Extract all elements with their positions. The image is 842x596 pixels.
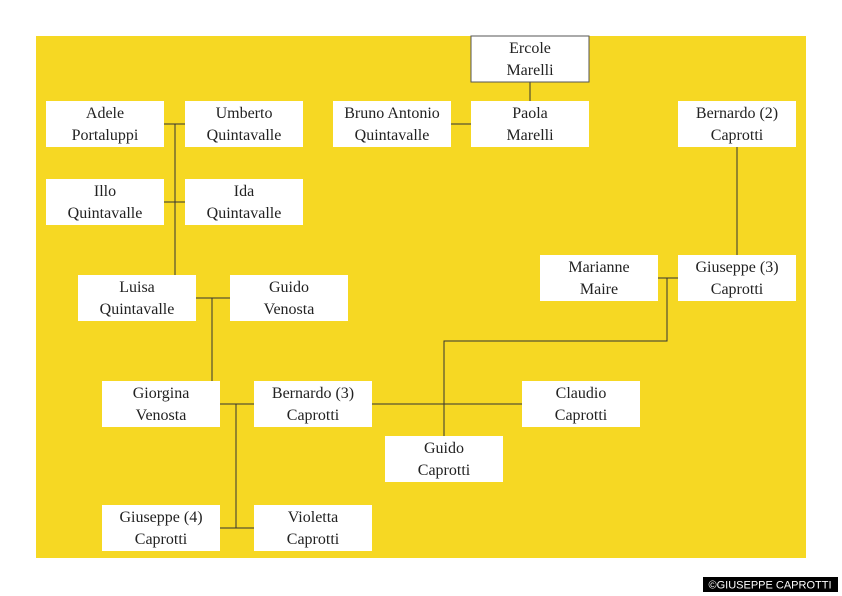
node-box (333, 101, 451, 147)
node-label: Bernardo (3) (272, 385, 354, 402)
node-label: Ida (234, 183, 254, 200)
node-box (522, 381, 640, 427)
node-box (540, 255, 658, 301)
node-label: Violetta (288, 509, 339, 526)
node-box (46, 101, 164, 147)
node-label: Marelli (506, 62, 554, 79)
nodes: Ercole Marelli Adele Portaluppi Umberto Quint… (46, 35, 796, 551)
node-label: Quintavalle (68, 205, 143, 222)
node-box (78, 275, 196, 321)
node-label: Caprotti (555, 407, 608, 424)
node-label: Portaluppi (72, 127, 139, 144)
credit: ©GIUSEPPE CAPROTTI (708, 580, 831, 592)
node-box (102, 381, 220, 427)
node-label: Quintavalle (207, 205, 282, 222)
node-label: Adele (86, 105, 124, 122)
connectors (163, 82, 738, 529)
node-label: Caprotti (287, 531, 340, 548)
node-label: Maire (580, 281, 618, 298)
node-box (471, 101, 589, 147)
node-box (254, 381, 372, 427)
node-box (385, 436, 503, 482)
node-label: Caprotti (135, 531, 188, 548)
node-label: Illo (94, 183, 116, 200)
node-label: Quintavalle (207, 127, 282, 144)
node-label: Guido (424, 440, 464, 457)
node-label: Venosta (136, 407, 187, 424)
credit-box (703, 577, 838, 592)
node-box (678, 101, 796, 147)
node-label: Bruno Antonio (344, 105, 440, 122)
node-label: Luisa (119, 279, 155, 296)
node-label: Umberto (216, 105, 273, 122)
node-label: Quintavalle (355, 127, 430, 144)
node-box (230, 275, 348, 321)
node-label: Giuseppe (3) (695, 259, 778, 276)
node-label: Giorgina (133, 385, 190, 402)
node-box (185, 101, 303, 147)
node-label: Guido (269, 279, 309, 296)
node-label: Caprotti (418, 462, 471, 479)
node-box (46, 179, 164, 225)
node-box (185, 179, 303, 225)
node-box (254, 505, 372, 551)
node-label: Giuseppe (4) (119, 509, 202, 526)
node-label: Paola (512, 105, 548, 122)
node-label: Quintavalle (100, 301, 175, 318)
node-box (678, 255, 796, 301)
node-label: Venosta (264, 301, 315, 318)
node-label: Bernardo (2) (696, 105, 778, 122)
node-box (470, 35, 590, 83)
node-label: Caprotti (711, 127, 764, 144)
node-label: Caprotti (287, 407, 340, 424)
node-label: Caprotti (711, 281, 764, 298)
node-box (102, 505, 220, 551)
node-label: Marelli (506, 127, 554, 144)
node-label: Claudio (556, 385, 607, 402)
node-label: Marianne (568, 259, 629, 276)
connector (443, 278, 668, 436)
node-label: Ercole (509, 40, 551, 57)
